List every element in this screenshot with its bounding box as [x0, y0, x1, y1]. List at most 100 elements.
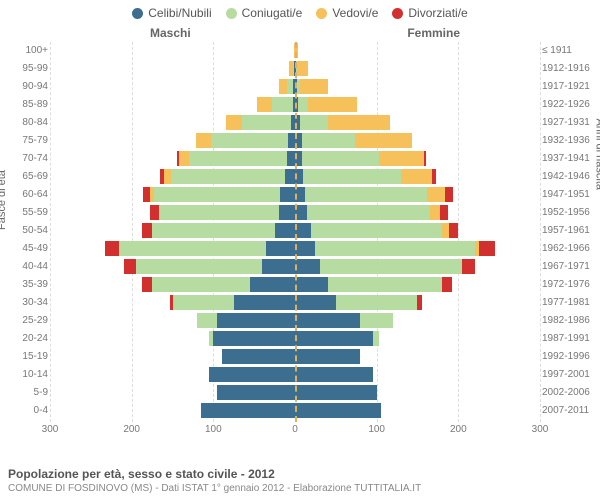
- bar-segment: [300, 115, 329, 130]
- age-label: 40-44: [8, 262, 48, 272]
- male-bar: [222, 349, 296, 364]
- birth-label: 1982-1986: [542, 316, 596, 326]
- age-label: 5-9: [8, 388, 48, 398]
- bar-segment: [119, 241, 266, 256]
- female-bar: [295, 295, 422, 310]
- bar-segment: [315, 241, 474, 256]
- chart-footer: Popolazione per età, sesso e stato civil…: [8, 467, 421, 494]
- birth-label: 1992-1996: [542, 352, 596, 362]
- bar-segment: [442, 277, 452, 292]
- female-bar: [295, 97, 357, 112]
- female-bar: [295, 79, 328, 94]
- age-label: 90-94: [8, 82, 48, 92]
- age-label: 25-29: [8, 316, 48, 326]
- bar-segment: [295, 385, 377, 400]
- birth-label: 1942-1946: [542, 172, 596, 182]
- bar-segment: [401, 169, 432, 184]
- bar-segment: [152, 223, 275, 238]
- bar-segment: [287, 151, 295, 166]
- y-axis-left-title: Fasce di età: [0, 170, 8, 230]
- bar-segment: [173, 295, 234, 310]
- birth-label: 2002-2006: [542, 388, 596, 398]
- birth-label: ≤ 1911: [542, 46, 596, 56]
- male-bar: [143, 187, 295, 202]
- male-bar: [150, 205, 295, 220]
- birth-label: 1932-1936: [542, 136, 596, 146]
- bar-segment: [266, 241, 295, 256]
- age-label: 70-74: [8, 154, 48, 164]
- center-line: [295, 42, 297, 422]
- bar-segment: [360, 313, 393, 328]
- pyramid-chart: Celibi/NubiliConiugati/eVedovi/eDivorzia…: [0, 0, 600, 500]
- male-bar: [177, 151, 295, 166]
- birth-label: 1962-1966: [542, 244, 596, 254]
- bar-segment: [449, 223, 459, 238]
- age-label: 80-84: [8, 118, 48, 128]
- chart-title: Popolazione per età, sesso e stato civil…: [8, 467, 421, 481]
- age-label: 75-79: [8, 136, 48, 146]
- female-bar: [295, 187, 453, 202]
- bar-segment: [285, 169, 295, 184]
- age-label: 60-64: [8, 190, 48, 200]
- bar-segment: [196, 133, 211, 148]
- bar-segment: [150, 205, 158, 220]
- male-bar: [170, 295, 295, 310]
- bar-segment: [328, 115, 389, 130]
- bar-segment: [189, 151, 287, 166]
- x-tick: 200: [123, 424, 140, 435]
- bar-segment: [257, 97, 272, 112]
- bar-segment: [142, 223, 152, 238]
- age-label: 10-14: [8, 370, 48, 380]
- bar-segment: [295, 259, 320, 274]
- age-label: 55-59: [8, 208, 48, 218]
- bar-segment: [300, 79, 329, 94]
- bar-segment: [308, 97, 357, 112]
- legend-label: Divorziati/e: [408, 6, 467, 20]
- birth-label: 1922-1926: [542, 100, 596, 110]
- birth-label: 1957-1961: [542, 226, 596, 236]
- female-bar: [295, 133, 412, 148]
- age-label: 0-4: [8, 406, 48, 416]
- bar-segment: [262, 259, 295, 274]
- legend-item: Divorziati/e: [392, 6, 467, 20]
- female-bar: [295, 349, 360, 364]
- bar-segment: [295, 403, 381, 418]
- x-tick: 100: [368, 424, 385, 435]
- female-bar: [295, 241, 495, 256]
- bar-segment: [201, 403, 295, 418]
- birth-label: 1917-1921: [542, 82, 596, 92]
- bar-segment: [213, 331, 295, 346]
- male-bar: [105, 241, 295, 256]
- birth-label: 1972-1976: [542, 280, 596, 290]
- bar-segment: [280, 187, 295, 202]
- bar-segment: [217, 313, 295, 328]
- plot: [50, 42, 540, 422]
- female-bar: [295, 205, 448, 220]
- male-bar: [142, 277, 295, 292]
- bar-segment: [379, 151, 424, 166]
- legend-item: Vedovi/e: [316, 6, 378, 20]
- x-tick: 300: [532, 424, 549, 435]
- bar-segment: [234, 295, 295, 310]
- birth-label: 1952-1956: [542, 208, 596, 218]
- male-bar: [124, 259, 295, 274]
- age-label: 65-69: [8, 172, 48, 182]
- bar-segment: [142, 277, 152, 292]
- bar-segment: [217, 385, 295, 400]
- bar-segment: [302, 133, 355, 148]
- bar-segment: [222, 349, 296, 364]
- male-bar: [197, 313, 295, 328]
- bar-segment: [105, 241, 120, 256]
- bar-segment: [242, 115, 291, 130]
- bar-segment: [279, 205, 295, 220]
- birth-label: 1977-1981: [542, 298, 596, 308]
- legend-swatch: [316, 8, 327, 19]
- bar-segment: [179, 151, 189, 166]
- age-label: 45-49: [8, 244, 48, 254]
- legend-label: Coniugati/e: [242, 6, 303, 20]
- bar-segment: [302, 151, 380, 166]
- female-bar: [295, 385, 377, 400]
- x-tick: 200: [450, 424, 467, 435]
- bar-segment: [440, 205, 448, 220]
- female-bar: [295, 151, 426, 166]
